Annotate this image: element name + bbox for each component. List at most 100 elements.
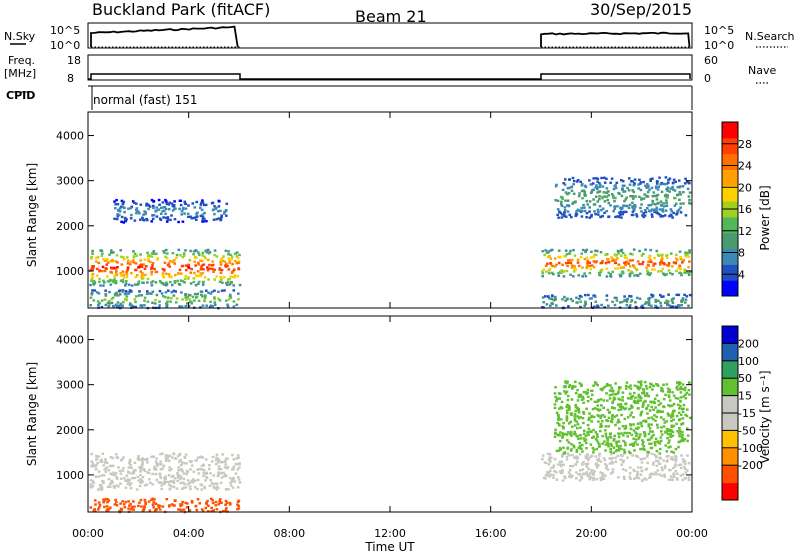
heatmap-cell (672, 261, 676, 264)
heatmap-cell (615, 440, 618, 443)
heatmap-cell (642, 440, 645, 444)
heatmap-cell (589, 443, 593, 446)
heatmap-cell (180, 509, 183, 512)
heatmap-cell (572, 446, 576, 449)
heatmap-cell (230, 255, 234, 258)
heatmap-cell (680, 304, 683, 307)
heatmap-cell (626, 397, 630, 400)
heatmap-cell (226, 283, 229, 287)
heatmap-cell (158, 300, 161, 303)
heatmap-cell (564, 249, 568, 252)
heatmap-cell (636, 443, 639, 446)
heatmap-cell (606, 408, 610, 412)
heatmap-cell (585, 446, 588, 450)
heatmap-cell (102, 464, 106, 467)
heatmap-cell (548, 297, 551, 300)
heatmap-cell (101, 481, 105, 484)
heatmap-cell (129, 487, 133, 490)
heatmap-cell (580, 447, 583, 450)
heatmap-cell (647, 299, 651, 302)
heatmap-cell (163, 268, 166, 271)
heatmap-cell (132, 261, 136, 264)
heatmap-cell (554, 199, 557, 202)
heatmap-cell (581, 182, 584, 186)
heatmap-cell (189, 487, 192, 491)
heatmap-cell (99, 460, 102, 463)
heatmap-cell (201, 295, 204, 298)
heatmap-cell (162, 464, 166, 468)
heatmap-cell (121, 500, 124, 503)
heatmap-cell (178, 283, 182, 286)
heatmap-cell (124, 284, 127, 287)
heatmap-cell (558, 397, 561, 400)
heatmap-cell (654, 300, 658, 303)
heatmap-cell (663, 466, 667, 470)
heatmap-cell (139, 480, 142, 483)
heatmap-cell (560, 400, 564, 404)
heatmap-cell (577, 274, 580, 277)
heatmap-cell (137, 280, 141, 284)
heatmap-cell (563, 432, 567, 436)
heatmap-cell (133, 219, 137, 222)
heatmap-cell (680, 407, 684, 411)
heatmap-cell (224, 503, 227, 506)
heatmap-cell (677, 411, 681, 414)
heatmap-cell (139, 270, 143, 273)
heatmap-cell (580, 384, 583, 387)
heatmap-cell (129, 502, 132, 506)
heatmap-cell (108, 485, 112, 489)
heatmap-cell (152, 506, 155, 509)
heatmap-cell (203, 485, 206, 489)
heatmap-cell (680, 273, 683, 277)
heatmap-cell (687, 255, 691, 258)
heatmap-cell (124, 500, 128, 504)
heatmap-cell (218, 498, 222, 501)
heatmap-cell (173, 259, 176, 262)
heatmap-cell (581, 462, 584, 466)
heatmap-cell (559, 465, 563, 468)
heatmap-cell (230, 468, 234, 471)
heatmap-cell (134, 469, 137, 472)
heatmap-cell (211, 305, 214, 308)
heatmap-cell (115, 477, 119, 480)
heatmap-cell (220, 472, 223, 475)
heatmap-cell (644, 184, 647, 187)
heatmap-cell (143, 299, 146, 302)
heatmap-cell (162, 275, 166, 279)
heatmap-cell (122, 200, 126, 204)
heatmap-cell (212, 474, 216, 477)
heatmap-cell (120, 263, 124, 266)
heatmap-cell (177, 466, 180, 469)
heatmap-cell (678, 427, 681, 430)
heatmap-cell (684, 386, 687, 389)
heatmap-cell (552, 299, 556, 302)
heatmap-cell (585, 392, 588, 395)
heatmap-cell (120, 458, 124, 461)
heatmap-cell (118, 210, 122, 213)
heatmap-cell (115, 198, 118, 202)
colorbar-swatch (722, 216, 738, 234)
heatmap-cell (673, 204, 677, 207)
heatmap-cell (148, 478, 151, 481)
heatmap-cell (636, 466, 640, 469)
heatmap-cell (190, 464, 194, 467)
heatmap-cell (184, 501, 187, 505)
heatmap-cell (178, 268, 182, 271)
heatmap-cell (664, 301, 667, 304)
heatmap-cell (555, 449, 559, 453)
heatmap-cell (631, 205, 634, 208)
heatmap-cell (190, 499, 194, 503)
heatmap-cell (589, 476, 593, 479)
heatmap-cell (679, 202, 682, 205)
heatmap-cell (636, 455, 640, 458)
heatmap-cell (236, 257, 240, 260)
heatmap-cell (632, 477, 636, 480)
heatmap-cell (628, 407, 631, 411)
heatmap-cell (579, 393, 582, 396)
heatmap-cell (115, 476, 118, 479)
heatmap-cell (684, 298, 688, 301)
heatmap-cell (236, 468, 240, 471)
heatmap-cell (106, 485, 110, 488)
heatmap-cell (133, 283, 137, 286)
heatmap-cell (668, 304, 671, 307)
